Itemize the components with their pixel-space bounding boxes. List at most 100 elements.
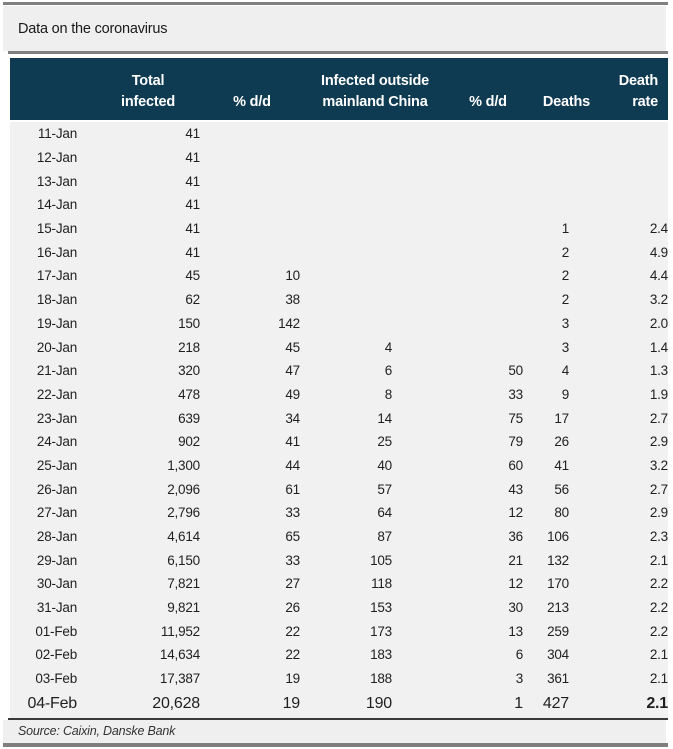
cell-date: 17-Jan — [10, 264, 77, 288]
table-body: 11-Jan 41 12-Jan 41 13-Jan 41 14-Jan 4 — [10, 122, 668, 718]
cell-infected-outside: 87 — [304, 524, 392, 549]
column-gutter — [77, 382, 81, 407]
header-line: Infected outside — [321, 73, 429, 89]
cell-pct-dd-total: 47 — [200, 358, 300, 383]
table-row: 24-Jan 902 41 25 79 26 2.9 — [10, 429, 668, 454]
column-gutter — [77, 501, 81, 525]
column-gutter — [300, 690, 304, 718]
cell-deaths: 304 — [527, 643, 569, 667]
cell-total-infected: 14,634 — [81, 643, 200, 667]
cell-pct-dd-total — [200, 169, 300, 194]
cell-pct-dd-total: 61 — [200, 477, 300, 501]
cell-total-infected: 41 — [81, 193, 200, 217]
table-header: Total infected % d/d Infected outside ma… — [10, 58, 668, 120]
column-gutter — [77, 193, 81, 217]
column-gutter — [300, 240, 304, 265]
cell-date: 24-Jan — [10, 429, 77, 454]
cell-death-rate — [569, 169, 668, 194]
cell-infected-outside — [304, 193, 392, 217]
cell-infected-outside: 190 — [304, 690, 392, 718]
data-table: 11-Jan 41 12-Jan 41 13-Jan 41 14-Jan 4 — [10, 122, 668, 718]
header-line: Total — [131, 73, 165, 89]
cell-pct-dd-outside: 1 — [392, 690, 523, 718]
column-gutter — [523, 216, 527, 241]
cell-infected-outside — [304, 169, 392, 194]
cell-pct-dd-total: 65 — [200, 524, 300, 549]
cell-deaths: 259 — [527, 619, 569, 644]
column-gutter — [523, 548, 527, 573]
column-gutter — [77, 548, 81, 573]
column-gutter — [523, 145, 527, 170]
column-gutter — [300, 287, 304, 312]
cell-infected-outside: 183 — [304, 643, 392, 667]
column-gutter — [300, 643, 304, 667]
column-gutter — [523, 666, 527, 691]
column-gutter — [523, 643, 527, 667]
cell-infected-outside — [304, 122, 392, 146]
table-row: 02-Feb 14,634 22 183 6 304 2.1 — [10, 643, 668, 667]
column-gutter — [300, 595, 304, 620]
cell-infected-outside: 57 — [304, 477, 392, 501]
cell-infected-outside: 64 — [304, 501, 392, 525]
column-gutter — [523, 477, 527, 501]
column-gutter — [300, 358, 304, 383]
cell-deaths: 2 — [527, 240, 569, 265]
header-line: Death — [618, 73, 658, 89]
cell-pct-dd-outside: 75 — [392, 406, 523, 430]
cell-total-infected: 4,614 — [81, 524, 200, 549]
table-row: 13-Jan 41 — [10, 169, 668, 194]
column-gutter — [523, 311, 527, 336]
cell-pct-dd-total — [200, 216, 300, 241]
cell-pct-dd-total: 142 — [200, 311, 300, 336]
cell-deaths: 170 — [527, 572, 569, 596]
cell-total-infected: 902 — [81, 429, 200, 454]
column-gutter — [523, 406, 527, 430]
column-gutter — [77, 122, 81, 146]
cell-pct-dd-total — [200, 240, 300, 265]
table-row: 27-Jan 2,796 33 64 12 80 2.9 — [10, 501, 668, 525]
cell-pct-dd-outside: 6 — [392, 643, 523, 667]
cell-infected-outside: 4 — [304, 335, 392, 359]
column-gutter — [523, 335, 527, 359]
header-deaths: Deaths — [542, 94, 590, 110]
column-gutter — [523, 382, 527, 407]
cell-pct-dd-total — [200, 122, 300, 146]
table-row: 01-Feb 11,952 22 173 13 259 2.2 — [10, 619, 668, 644]
cell-deaths: 56 — [527, 477, 569, 501]
column-gutter — [77, 311, 81, 336]
cell-pct-dd-total: 49 — [200, 382, 300, 407]
cell-death-rate: 2.9 — [569, 501, 668, 525]
column-gutter — [77, 524, 81, 549]
cell-pct-dd-outside: 21 — [392, 548, 523, 573]
column-gutter — [77, 264, 81, 288]
cell-pct-dd-total — [200, 193, 300, 217]
source-bar: Source: Caixin, Danske Bank — [3, 719, 666, 743]
cell-infected-outside: 14 — [304, 406, 392, 430]
cell-infected-outside — [304, 240, 392, 265]
cell-total-infected: 11,952 — [81, 619, 200, 644]
cell-infected-outside: 105 — [304, 548, 392, 573]
table-row: 17-Jan 45 10 2 4.4 — [10, 264, 668, 288]
cell-date: 15-Jan — [10, 216, 77, 241]
table-row: 23-Jan 639 34 14 75 17 2.7 — [10, 406, 668, 430]
cell-infected-outside: 40 — [304, 453, 392, 478]
table-row: 03-Feb 17,387 19 188 3 361 2.1 — [10, 666, 668, 691]
header-line: infected — [121, 94, 175, 110]
column-gutter — [300, 406, 304, 430]
cell-total-infected: 6,150 — [81, 548, 200, 573]
cell-date: 23-Jan — [10, 406, 77, 430]
cell-date: 20-Jan — [10, 335, 77, 359]
cell-date: 04-Feb — [10, 690, 77, 718]
cell-death-rate: 1.4 — [569, 335, 668, 359]
cell-pct-dd-outside: 13 — [392, 619, 523, 644]
cell-death-rate: 2.9 — [569, 429, 668, 454]
cell-date: 31-Jan — [10, 595, 77, 620]
table-row: 25-Jan 1,300 44 40 60 41 3.2 — [10, 453, 668, 478]
cell-deaths: 132 — [527, 548, 569, 573]
cell-pct-dd-total: 27 — [200, 572, 300, 596]
cell-pct-dd-outside: 43 — [392, 477, 523, 501]
cell-date: 27-Jan — [10, 501, 77, 525]
cell-death-rate: 2.7 — [569, 477, 668, 501]
cell-deaths: 3 — [527, 311, 569, 336]
cell-total-infected: 639 — [81, 406, 200, 430]
